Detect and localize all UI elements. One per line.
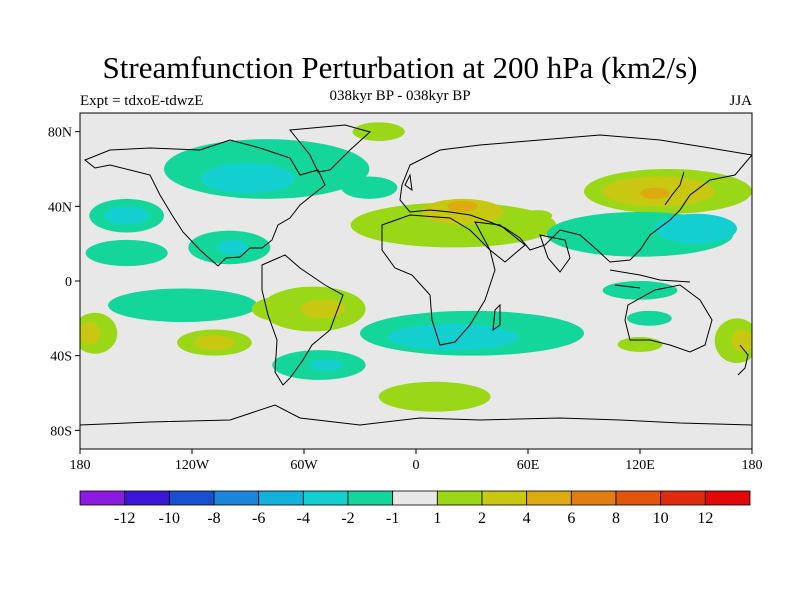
colorbar-label: 6 <box>567 510 575 527</box>
anomaly-region-18 <box>731 329 752 352</box>
colorbar-swatch <box>704 490 751 506</box>
map-subtitle: 038kyr BP - 038kyr BP <box>329 88 471 104</box>
colorbar-label: -10 <box>159 510 180 527</box>
colorbar-swatch <box>79 490 126 506</box>
lon-tick-label: 120W <box>175 458 210 473</box>
colorbar-swatch <box>481 490 528 506</box>
colorbar-label: 8 <box>612 510 620 527</box>
lon-tick-label: 60E <box>517 458 540 473</box>
coastline-greenland <box>289 124 372 173</box>
lat-tick-label: 80N <box>48 126 72 141</box>
lon-tick-label: 180 <box>742 458 763 473</box>
anomaly-region-16 <box>80 322 101 345</box>
anomaly-region-20 <box>341 176 398 199</box>
season-label: JJA <box>729 93 752 109</box>
colorbar-swatch <box>258 490 304 506</box>
anomaly-region-35 <box>522 210 553 222</box>
anomaly-region-28 <box>654 213 738 244</box>
lon-tick-label: 0 <box>413 458 420 473</box>
coastline-new-zealand <box>737 344 749 376</box>
experiment-label: Expt = tdxoE-tdwzE <box>80 93 204 109</box>
colorbar-label: -6 <box>252 510 265 527</box>
longitude-axis: 180 120W 60W 0 60E 120E 180 <box>70 449 763 473</box>
colorbar: -12 -10 -8 -6 -4 -2 -1 1 2 4 6 8 10 12 <box>79 490 751 527</box>
colorbar-swatch <box>213 490 260 506</box>
colorbar-label: -8 <box>207 510 220 527</box>
anomaly-region-4 <box>85 239 168 267</box>
colorbar-swatch <box>302 490 349 506</box>
colorbar-label: -1 <box>386 510 399 527</box>
anomaly-region-33 <box>388 323 519 351</box>
colorbar-label: 1 <box>433 510 441 527</box>
anomaly-region-10 <box>300 299 346 319</box>
anomaly-region-31 <box>617 337 663 352</box>
colorbar-label: -4 <box>297 510 310 527</box>
colorbar-label: -12 <box>114 510 135 527</box>
lat-tick-label: 40N <box>48 200 72 215</box>
anomaly-region-6 <box>218 239 248 255</box>
latitude-axis: 80N 40N 0 40S 80S <box>48 126 80 439</box>
colorbar-label: 12 <box>697 510 713 527</box>
coastline-south-america <box>261 254 344 386</box>
map-title: Streamfunction Perturbation at 200 hPa (… <box>102 50 698 85</box>
colorbar-swatch <box>168 490 215 506</box>
anomaly-region-12 <box>193 335 235 351</box>
coastline-indonesia <box>609 269 691 289</box>
colorbar-label: 4 <box>523 510 531 527</box>
anomaly-region-22 <box>421 198 504 225</box>
anomaly-region-1 <box>201 163 295 194</box>
coastline-australia <box>624 284 713 353</box>
colorbar-swatch <box>615 490 662 506</box>
anomaly-region-30 <box>626 310 672 326</box>
colorbar-swatch <box>570 490 617 506</box>
coastlines <box>80 124 752 426</box>
anomaly-region-29 <box>602 281 678 300</box>
coastline-arabia <box>474 221 526 263</box>
anomaly-region-7 <box>108 288 258 323</box>
coastline-japan <box>664 171 685 206</box>
colorbar-swatch <box>347 490 394 506</box>
colorbar-swatch <box>436 490 483 506</box>
lat-tick-label: 40S <box>50 350 72 365</box>
colorbar-swatch <box>660 490 706 506</box>
anomaly-region-23 <box>447 200 478 212</box>
anomaly-region-19 <box>352 122 405 141</box>
coastline-north-america <box>84 139 326 267</box>
anomaly-region-26 <box>640 187 670 199</box>
anomaly-region-14 <box>309 359 344 371</box>
lon-tick-label: 60W <box>290 458 318 473</box>
coastline-africa <box>381 214 496 346</box>
anomaly-layer <box>80 122 752 412</box>
lat-tick-label: 80S <box>50 424 72 439</box>
coastline-antarctica <box>80 404 752 426</box>
lat-tick-label: 0 <box>65 275 72 290</box>
coastline-madagascar <box>492 303 501 332</box>
coastline-uk <box>404 173 413 192</box>
colorbar-swatch <box>392 490 438 506</box>
colorbar-swatch <box>526 490 572 506</box>
anomaly-region-21 <box>350 202 556 248</box>
anomaly-region-3 <box>104 206 150 226</box>
colorbar-swatch <box>124 490 170 506</box>
colorbar-label: 2 <box>478 510 486 527</box>
lon-tick-label: 180 <box>70 458 91 473</box>
colorbar-label: -2 <box>341 510 354 527</box>
coastline-eurasia <box>399 134 752 263</box>
coastline-india <box>539 234 571 273</box>
colorbar-label: 10 <box>653 510 669 527</box>
anomaly-region-34 <box>378 381 491 412</box>
lon-tick-label: 120E <box>625 458 655 473</box>
